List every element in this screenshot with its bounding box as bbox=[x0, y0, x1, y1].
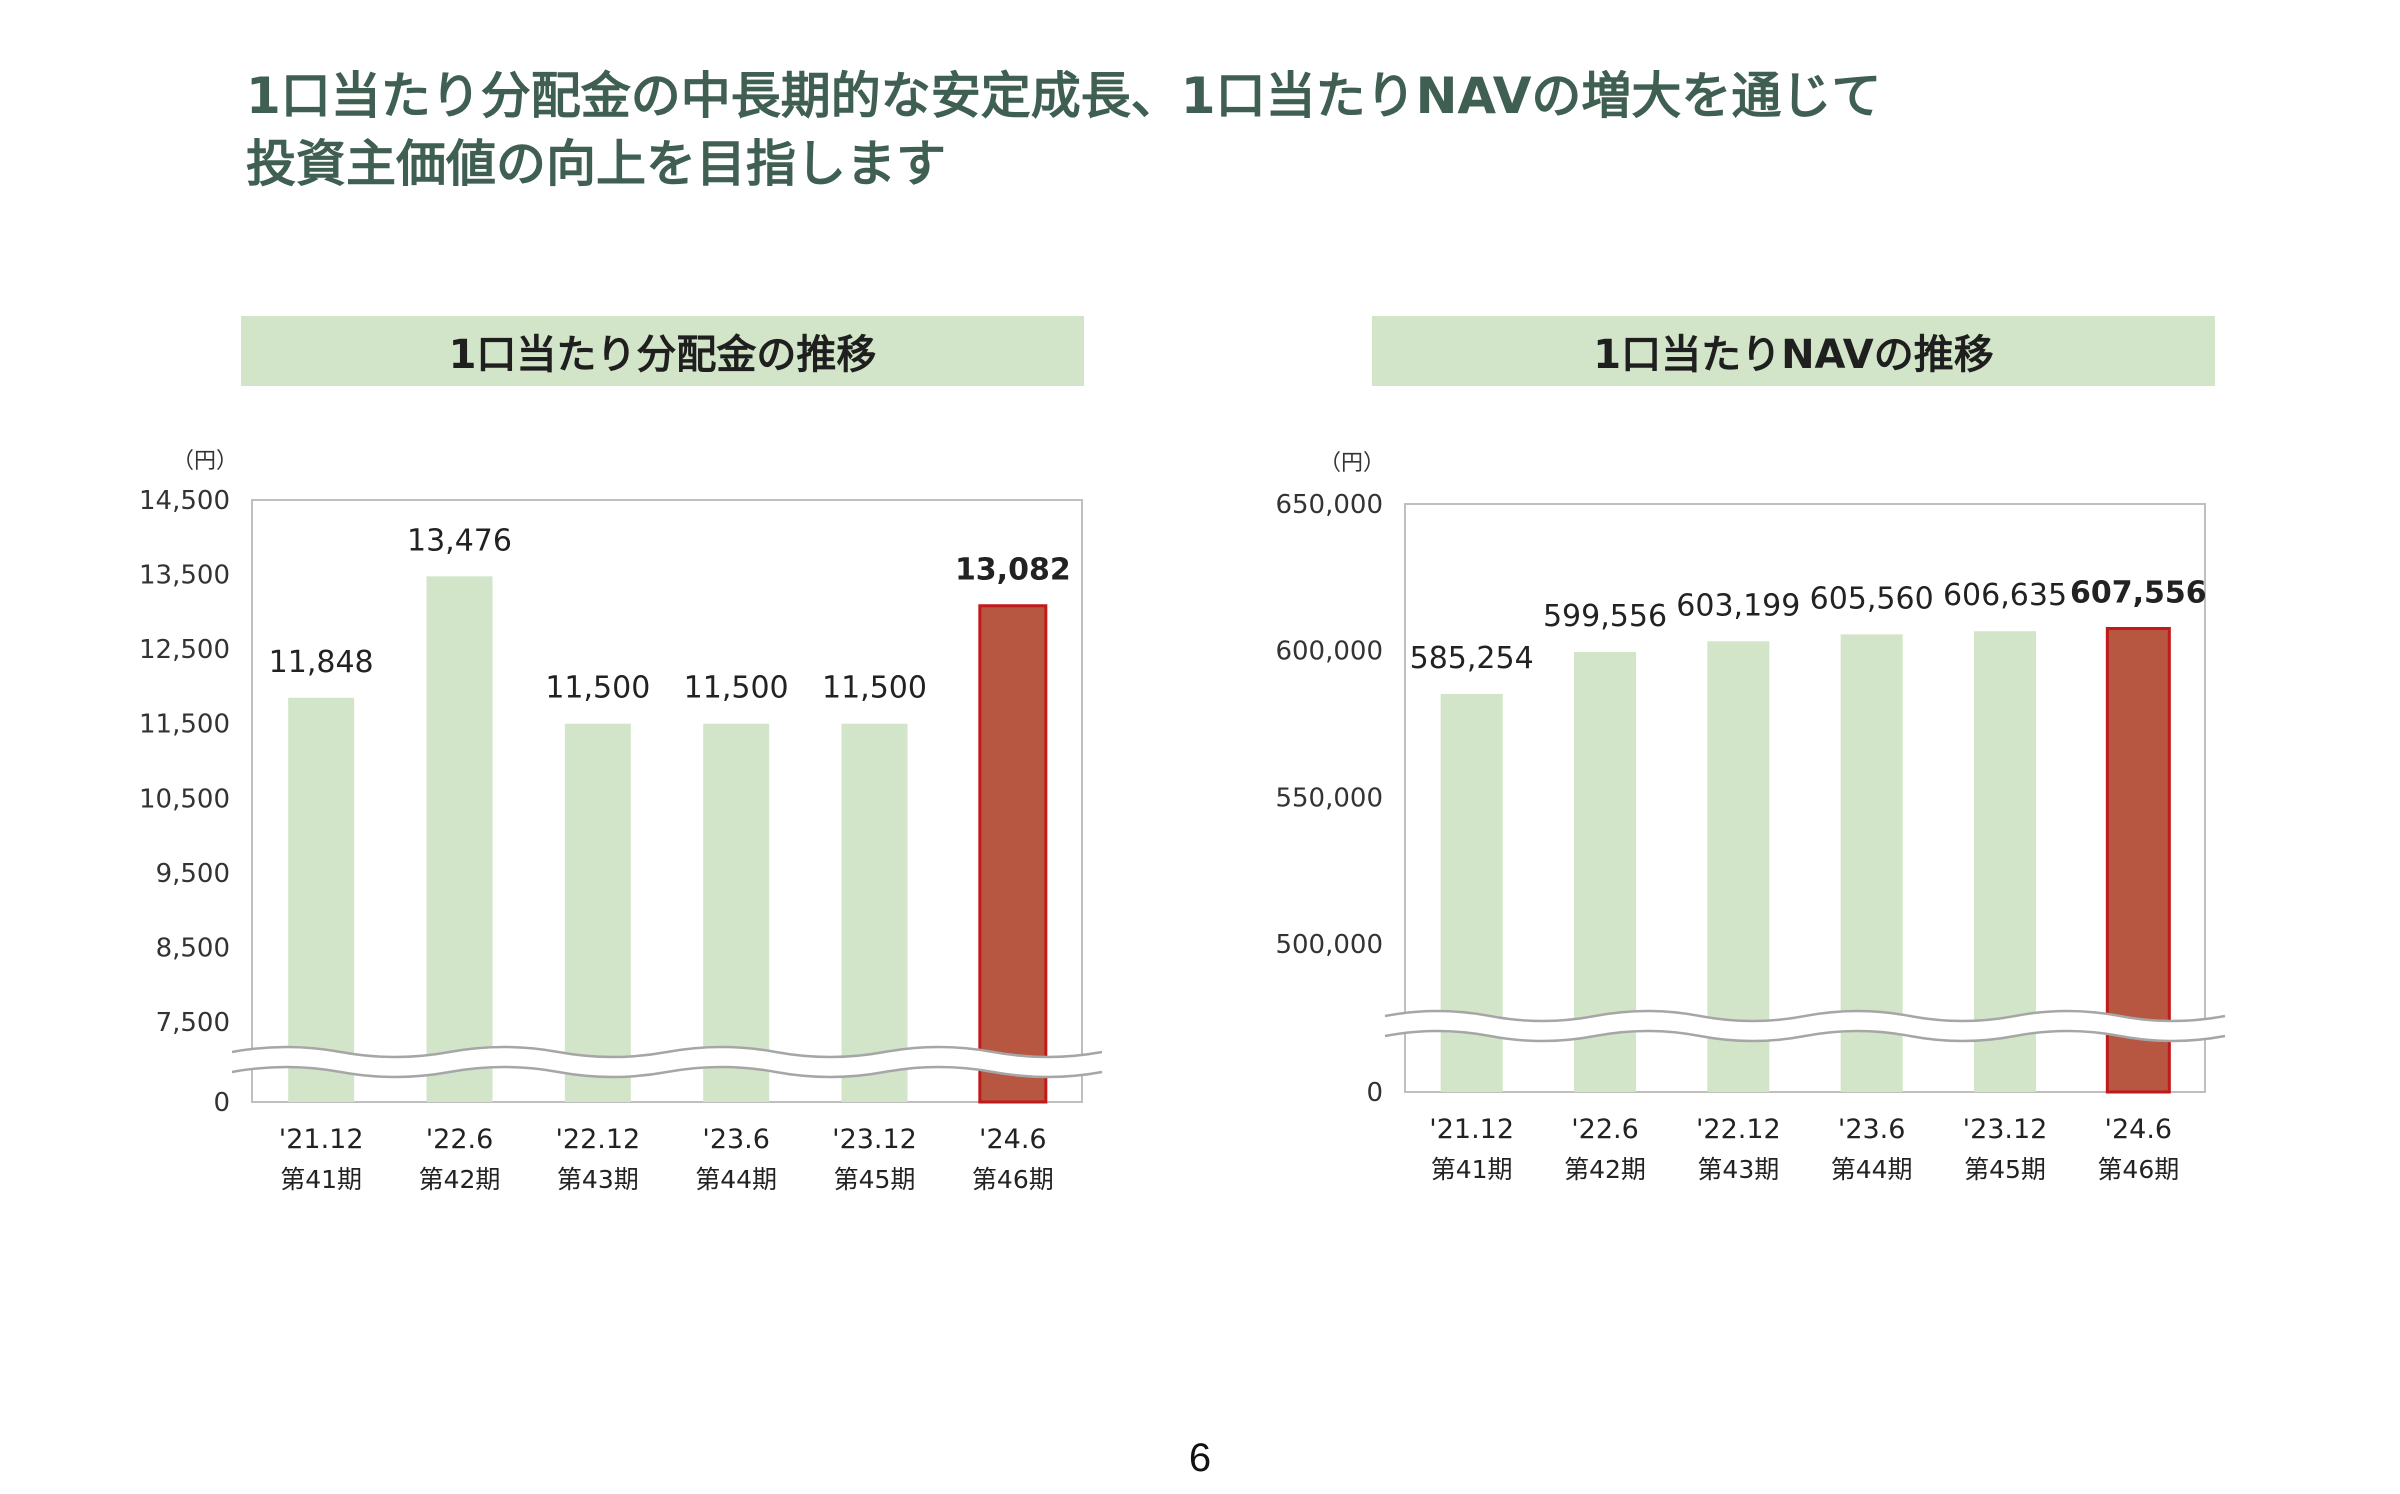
x-sub-label: 第44期 bbox=[695, 1165, 777, 1194]
y-tick-label: 13,500 bbox=[139, 561, 230, 591]
y-tick-label: 0 bbox=[1366, 1078, 1383, 1108]
x-sub-label: 第43期 bbox=[557, 1165, 639, 1194]
axis-break-band bbox=[232, 1047, 1102, 1077]
y-tick-label: 9,500 bbox=[156, 859, 230, 889]
x-sub-label: 第46期 bbox=[2097, 1155, 2179, 1184]
page-headline: 1口当たり分配金の中長期的な安定成長、1口当たりNAVの増大を通じて 投資主価値… bbox=[246, 62, 2146, 198]
x-sub-label: 第41期 bbox=[280, 1165, 362, 1194]
headline-line-1: 1口当たり分配金の中長期的な安定成長、1口当たりNAVの増大を通じて bbox=[246, 67, 1882, 125]
axis-break-line bbox=[1384, 1009, 2226, 1023]
plot-frame bbox=[251, 499, 1083, 1103]
axis-break-line bbox=[231, 1045, 1103, 1059]
data-label: 603,199 bbox=[1676, 588, 1800, 623]
bar bbox=[288, 697, 355, 1102]
data-label: 599,556 bbox=[1543, 599, 1667, 634]
y-tick-label: 650,000 bbox=[1275, 490, 1383, 520]
x-sub-label: 第41期 bbox=[1431, 1155, 1513, 1184]
x-tick-label: '22.12 bbox=[1696, 1114, 1781, 1145]
axis-break-band bbox=[1385, 1011, 2225, 1041]
plot-frame bbox=[1404, 503, 2206, 1093]
x-tick-label: '24.6 bbox=[979, 1124, 1047, 1155]
bar bbox=[841, 723, 908, 1102]
data-label: 13,476 bbox=[407, 523, 512, 558]
bar bbox=[426, 576, 493, 1102]
distribution-bar-chart: （円） 0 7,500 8,500 9,500 10,500 11,500 12,500 13,… bbox=[139, 449, 1103, 1194]
distribution-chart-header: 1口当たり分配金の推移 bbox=[241, 316, 1084, 386]
y-tick-label: 12,500 bbox=[139, 635, 230, 665]
y-axis-unit: （円） bbox=[1319, 451, 1385, 476]
x-sub-label: 第44期 bbox=[1831, 1155, 1913, 1184]
x-sub-label: 第42期 bbox=[419, 1165, 501, 1194]
data-label: 585,254 bbox=[1410, 641, 1534, 676]
y-axis-unit: （円） bbox=[172, 449, 238, 474]
x-tick-label: '22.6 bbox=[1571, 1114, 1639, 1145]
x-tick-label: '24.6 bbox=[2105, 1114, 2173, 1145]
y-tick-label: 10,500 bbox=[139, 784, 230, 814]
x-tick-label: '21.12 bbox=[279, 1124, 364, 1155]
data-label: 605,560 bbox=[1810, 581, 1934, 616]
bar-highlight bbox=[978, 604, 1048, 1104]
y-tick-label: 11,500 bbox=[139, 710, 230, 740]
y-tick-label: 0 bbox=[213, 1088, 230, 1118]
bar bbox=[564, 723, 631, 1102]
x-sub-label: 第45期 bbox=[834, 1165, 916, 1194]
headline-line-2: 投資主価値の向上を目指します bbox=[246, 135, 946, 193]
data-label: 11,500 bbox=[822, 671, 927, 706]
data-label: 11,500 bbox=[684, 671, 789, 706]
bar bbox=[1707, 641, 1770, 1092]
x-tick-label: '23.6 bbox=[1838, 1114, 1906, 1145]
data-label: 11,848 bbox=[269, 645, 374, 680]
x-tick-label: '22.12 bbox=[555, 1124, 640, 1155]
y-tick-label: 7,500 bbox=[156, 1008, 230, 1038]
page-number: 6 bbox=[1188, 1436, 1212, 1480]
data-label: 11,500 bbox=[545, 671, 650, 706]
y-tick-label: 600,000 bbox=[1275, 637, 1383, 667]
x-tick-label: '23.6 bbox=[702, 1124, 770, 1155]
data-label: 607,556 bbox=[2070, 576, 2207, 611]
y-tick-label: 14,500 bbox=[139, 486, 230, 516]
x-sub-label: 第43期 bbox=[1697, 1155, 1779, 1184]
bar bbox=[703, 723, 770, 1102]
x-tick-label: '23.12 bbox=[1963, 1114, 2048, 1145]
x-tick-label: '22.6 bbox=[426, 1124, 494, 1155]
data-label: 606,635 bbox=[1943, 578, 2067, 613]
y-tick-label: 550,000 bbox=[1275, 783, 1383, 813]
y-tick-label: 8,500 bbox=[156, 933, 230, 963]
nav-bar-chart: （円） 0 500,000 550,000 600,000 650,000 585,254 '… bbox=[1275, 451, 2226, 1184]
x-tick-label: '23.12 bbox=[832, 1124, 917, 1155]
data-label: 13,082 bbox=[955, 553, 1071, 588]
nav-chart-title: 1口当たりNAVの推移 bbox=[1593, 332, 1994, 378]
axis-break-line bbox=[1384, 1029, 2226, 1043]
x-tick-label: '21.12 bbox=[1429, 1114, 1514, 1145]
y-tick-label: 500,000 bbox=[1275, 930, 1383, 960]
x-sub-label: 第45期 bbox=[1964, 1155, 2046, 1184]
x-sub-label: 第42期 bbox=[1564, 1155, 1646, 1184]
nav-chart-header: 1口当たりNAVの推移 bbox=[1372, 316, 2215, 386]
axis-break-line bbox=[231, 1065, 1103, 1079]
distribution-chart-title: 1口当たり分配金の推移 bbox=[448, 332, 877, 378]
x-sub-label: 第46期 bbox=[972, 1165, 1054, 1194]
